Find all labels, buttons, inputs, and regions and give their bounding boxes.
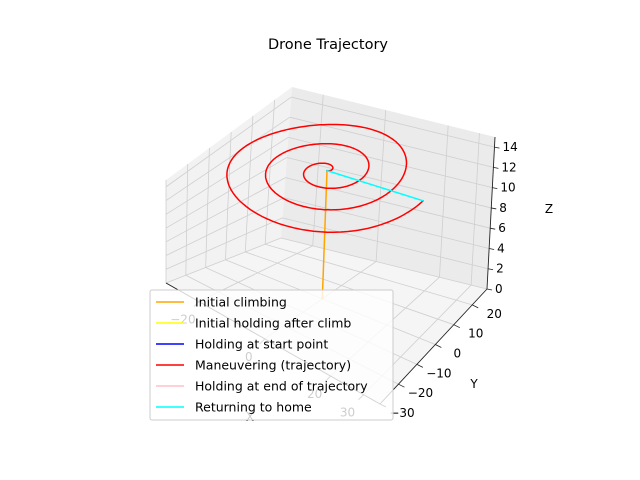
y-tick-label: 10: [468, 327, 483, 341]
grid-x-back: [375, 110, 387, 262]
grid-y-left: [264, 99, 276, 245]
legend-label-initial-climbing: Initial climbing: [195, 295, 287, 310]
legend-label-initial-holding-after-climb: Initial holding after climb: [195, 316, 351, 331]
series-layer: [226, 123, 424, 300]
grid-z-left: [165, 197, 285, 256]
z-tick-label: 6: [498, 221, 506, 235]
series-line-maneuvering-trajectory: [226, 123, 424, 233]
z-tick-mark: [493, 167, 499, 169]
z-axis-label: Z: [545, 202, 553, 216]
z-tick-mark: [489, 248, 495, 250]
y-tick-label: 20: [487, 307, 502, 321]
y-tick-mark: [416, 363, 424, 368]
z-tick-mark: [491, 207, 497, 210]
chart-title: Drone Trajectory: [268, 37, 388, 53]
grid-z-back: [280, 237, 488, 290]
z-tick-label: 8: [499, 201, 507, 215]
y-axis-label: Y: [469, 377, 478, 391]
z-tick-label: 4: [497, 241, 505, 255]
grid-y-floor: [265, 243, 473, 306]
grid-y-left: [225, 131, 232, 260]
series-line-initial-climbing: [321, 169, 328, 300]
z-tick-mark: [492, 187, 498, 190]
grid-y-left: [185, 163, 189, 276]
grid-y-floor: [245, 251, 454, 326]
grid-y-left: [244, 115, 254, 252]
z-tick-label: 14: [502, 140, 517, 154]
grid-x-back: [439, 125, 449, 278]
z-axis-line: [486, 136, 496, 290]
y-tick-mark: [472, 304, 479, 309]
legend-box: [149, 289, 394, 421]
y-axis-line: [379, 288, 488, 405]
grid-y-left: [205, 147, 210, 268]
z-tick-mark: [494, 146, 500, 149]
grid-z-back: [282, 217, 489, 270]
z-tick-mark: [487, 268, 494, 271]
grid-z-back: [285, 177, 491, 229]
z-tick-mark: [486, 288, 493, 291]
z-tick-label: 10: [500, 181, 515, 195]
legend-label-maneuvering-trajectory: Maneuvering (trajectory): [195, 358, 351, 373]
y-tick-mark: [398, 383, 405, 388]
grid-z-left: [165, 237, 282, 284]
z-tick-label: 2: [496, 262, 504, 276]
legend-label-holding-at-end-of-trajectory: Holding at end of trajectory: [195, 379, 368, 394]
y-tick-mark: [453, 324, 460, 329]
y-tick-label: −20: [408, 386, 433, 400]
legend-label-returning-to-home: Returning to home: [195, 400, 312, 415]
grid-z-back: [289, 116, 494, 168]
grid-z-left: [165, 177, 286, 243]
grid-x-back: [470, 133, 480, 286]
y-tick-label: −10: [426, 366, 451, 380]
grid-z-left: [165, 116, 291, 201]
y-tick-mark: [435, 344, 442, 348]
z-tick-label: 0: [495, 282, 503, 296]
legend: Initial climbing Initial holding after cl…: [149, 289, 394, 421]
series-line-returning-to-home: [326, 169, 424, 202]
z-tick-label: 12: [501, 160, 516, 174]
grid-z-left: [165, 217, 283, 270]
grid-z-left: [165, 96, 292, 188]
grid-x-back: [312, 94, 324, 246]
grid-z-back: [288, 136, 493, 189]
legend-label-holding-at-start-point: Holding at start point: [195, 337, 328, 352]
grid-z-back: [291, 96, 495, 148]
y-tick-label: −30: [389, 406, 414, 420]
z-tick-mark: [490, 227, 496, 230]
y-tick-label: 0: [454, 347, 462, 361]
grid-z-back: [286, 157, 492, 209]
